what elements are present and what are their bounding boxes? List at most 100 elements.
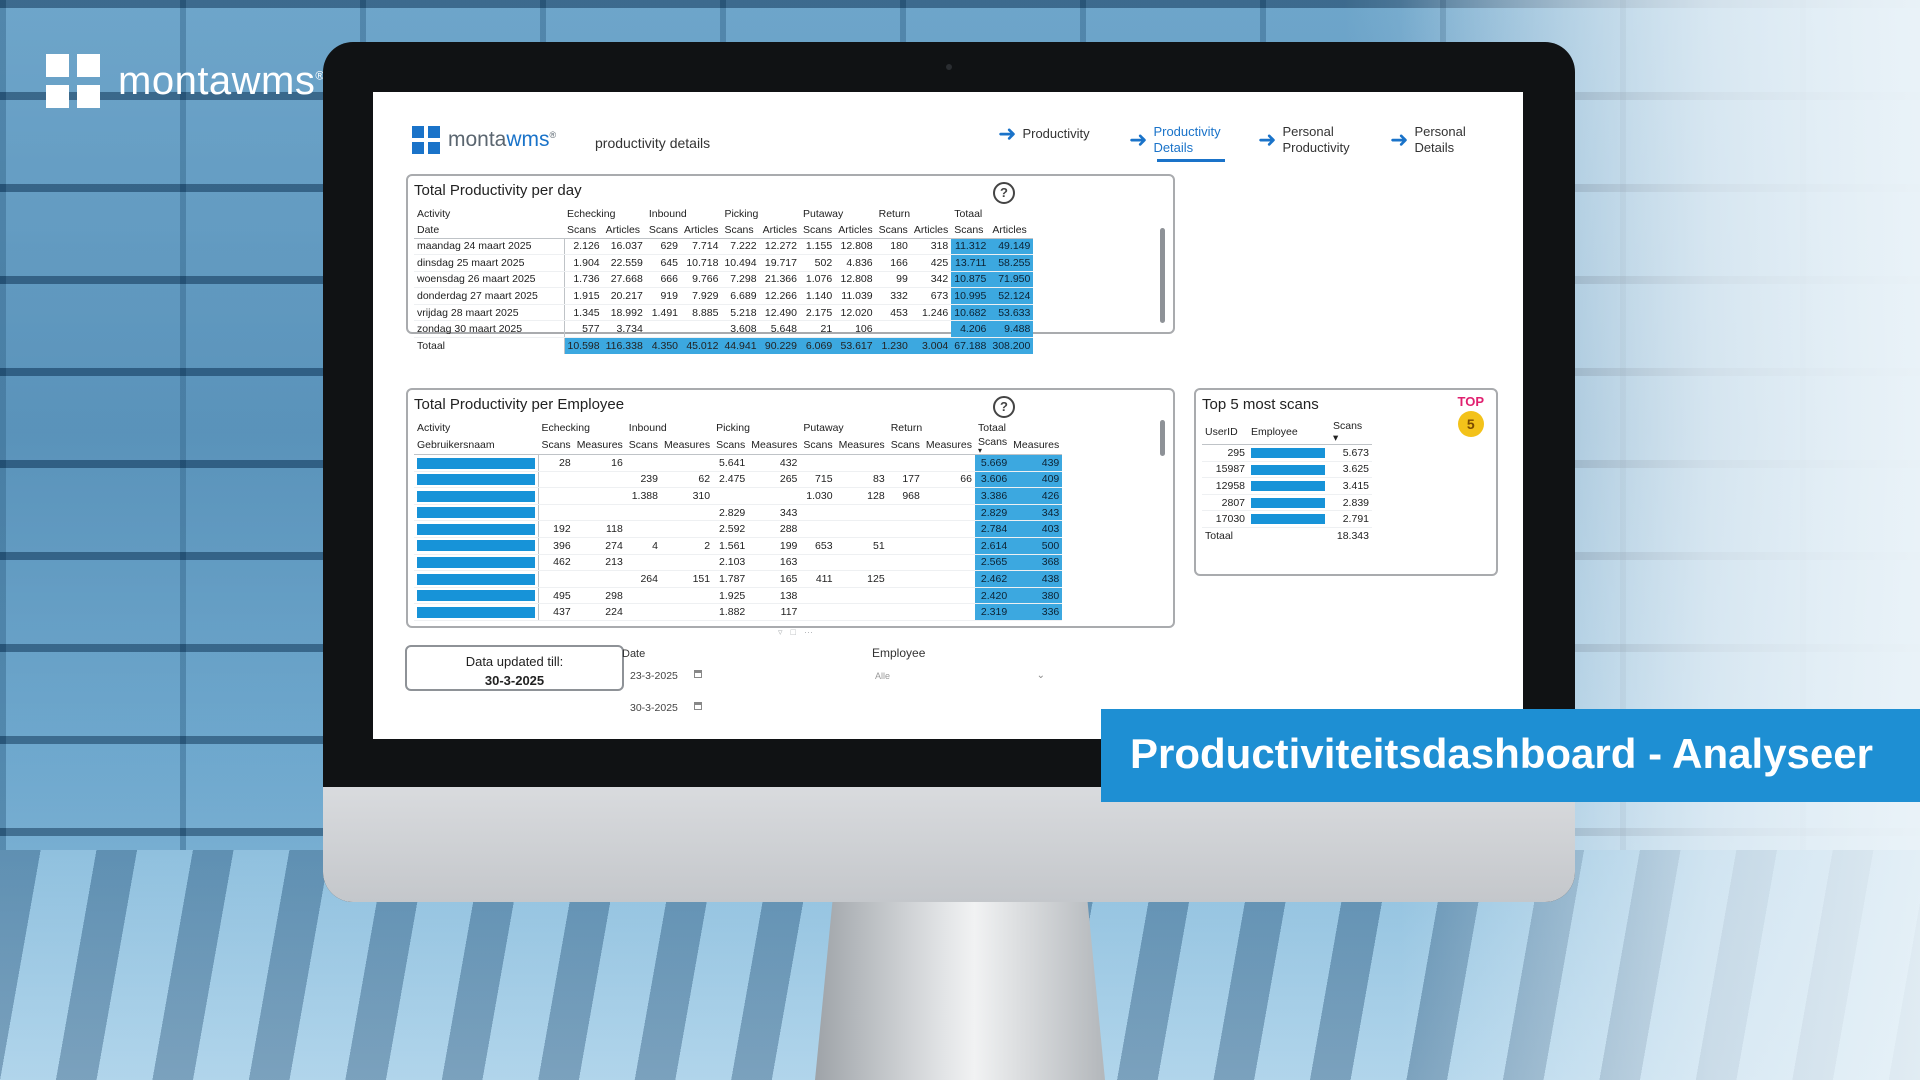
subcolumn-header[interactable]: Scans	[716, 439, 746, 451]
table-row[interactable]: 239 62 2.475 265 715 83 177 66 3.606 409	[414, 471, 1063, 489]
table-cell: 439	[1010, 454, 1063, 472]
subcolumn-header[interactable]: Articles	[684, 223, 719, 236]
table-cell	[887, 554, 923, 572]
table-total-row[interactable]: Totaal 10.598 116.338 4.350 45.012 44.941 90.2…	[414, 337, 1034, 355]
subcolumn-header[interactable]: Articles	[992, 223, 1027, 236]
table-cell: 310	[660, 487, 714, 505]
calendar-icon[interactable]	[694, 670, 702, 678]
table-cell	[800, 504, 836, 522]
table-cell: 5.218	[721, 304, 760, 322]
nav-productivity[interactable]: ➜ Productivity	[998, 121, 1090, 146]
table-cell: 44.941	[721, 337, 760, 355]
table-row[interactable]: 15987 3.625	[1202, 461, 1372, 479]
table-row[interactable]: 462 213 2.103 163 2.565 368	[414, 554, 1063, 572]
table-row[interactable]: 192 118 2.592 288 2.784 403	[414, 520, 1063, 538]
subcolumn-header[interactable]: Scans	[878, 223, 908, 236]
filter-icon[interactable]: ▿	[778, 627, 791, 637]
table-row[interactable]: 2.829 343 2.829 343	[414, 504, 1063, 522]
table-row[interactable]: 295 5.673	[1202, 444, 1372, 462]
table-row[interactable]: 264 151 1.787 165 411 125 2.462 438	[414, 570, 1063, 588]
vertical-scrollbar[interactable]	[1160, 420, 1165, 456]
employee-dropdown[interactable]: Alle ⌄	[875, 670, 1045, 681]
calendar-icon[interactable]	[694, 702, 702, 710]
table-cell: 396	[537, 537, 574, 555]
group-header: Return	[890, 422, 923, 434]
table-cell: 49.149	[989, 237, 1034, 256]
table-cell: 62	[660, 471, 714, 489]
table-row[interactable]: zondag 30 maart 2025 577 3.734 3.608 5.648 21…	[414, 320, 1034, 339]
table-cell: 12.266	[759, 287, 800, 305]
subcolumn-header[interactable]: Measures	[751, 439, 798, 451]
date-to-input[interactable]: 30-3-2025	[622, 697, 706, 719]
subcolumn-header[interactable]: Measures	[838, 439, 885, 451]
more-options-icon[interactable]: ⋯	[803, 627, 821, 637]
table-row[interactable]: dinsdag 25 maart 2025 1.904 22.559 645 10.71…	[414, 254, 1034, 272]
subcolumn-header[interactable]: Measures	[925, 439, 972, 451]
table-cell	[800, 554, 836, 572]
table-row[interactable]: vrijdag 28 maart 2025 1.345 18.992 1.491 8.8…	[414, 304, 1034, 322]
subcolumn-header[interactable]: Scans	[648, 223, 678, 236]
subcolumn-header[interactable]: Articles	[605, 223, 641, 236]
table-cell: 3.734	[602, 320, 646, 339]
total-value: 18.343	[1336, 530, 1369, 543]
table-row[interactable]: maandag 24 maart 2025 2.126 16.037 629 7.714…	[414, 237, 1034, 256]
table-cell: 1.925	[713, 587, 749, 605]
subcolumn-header[interactable]: Scans	[803, 439, 833, 451]
table-cell: 213	[573, 554, 626, 572]
date-from-input[interactable]: 23-3-2025	[622, 665, 706, 687]
column-header[interactable]: Employee	[1251, 426, 1298, 438]
subcolumn-header[interactable]: Scans	[724, 223, 754, 236]
table-row[interactable]: donderdag 27 maart 2025 1.915 20.217 919 7.9…	[414, 287, 1034, 305]
table-cell	[537, 487, 574, 505]
subcolumn-header[interactable]: Measures	[1013, 439, 1060, 451]
table-row[interactable]: 437 224 1.882 117 2.319 336	[414, 603, 1063, 621]
subcolumn-header[interactable]: Scans ▾	[977, 436, 1008, 455]
subcolumn-header[interactable]: Articles	[913, 223, 949, 236]
table-row[interactable]: 396 274 4 2 1.561 199 653 51 2.614 500	[414, 537, 1063, 555]
date-filter-label: Date	[622, 648, 646, 660]
subcolumn-header[interactable]: Measures	[576, 439, 623, 451]
focus-icon[interactable]: □	[790, 627, 804, 637]
column-header[interactable]: Scans ▾	[1333, 420, 1363, 444]
subcolumn-header[interactable]: Scans	[567, 223, 597, 236]
table-cell: 53.633	[989, 304, 1034, 322]
nav-productivity-details[interactable]: ➜ Productivity Details	[1129, 124, 1225, 162]
table-cell	[922, 454, 975, 472]
subcolumn-header[interactable]: Measures	[663, 439, 711, 451]
column-header[interactable]: UserID	[1205, 426, 1238, 438]
nav-personal-details[interactable]: ➜ Personal Details	[1390, 124, 1466, 155]
table-row[interactable]: woensdag 26 maart 2025 1.736 27.668 666 9.76…	[414, 271, 1034, 289]
user-id-cell: 17030	[1202, 510, 1248, 528]
help-icon[interactable]: ?	[993, 396, 1015, 418]
table-row[interactable]: 17030 2.791	[1202, 510, 1372, 528]
corner-logo: montawms®	[46, 54, 325, 108]
nav-personal-productivity[interactable]: ➜ Personal Productivity	[1258, 124, 1350, 155]
table-row[interactable]: 1.388 310 1.030 128 968 3.386 426	[414, 487, 1063, 505]
table-cell: 411	[800, 570, 836, 588]
top-badge-text: TOP	[1457, 394, 1485, 409]
table-cell: 629	[645, 237, 681, 256]
subcolumn-header[interactable]: Articles	[838, 223, 873, 236]
table-cell: 117	[748, 603, 801, 621]
user-id-cell: 295	[1202, 444, 1248, 462]
table-row[interactable]: 2807 2.839	[1202, 494, 1372, 512]
subcolumn-header[interactable]: Scans	[803, 223, 833, 236]
arrow-right-icon: ➜	[1129, 127, 1148, 152]
group-header: Putaway	[803, 208, 844, 220]
help-icon[interactable]: ?	[993, 182, 1015, 204]
row-label: woensdag 26 maart 2025	[414, 271, 564, 289]
subcolumn-header[interactable]: Articles	[762, 223, 797, 236]
subcolumn-header[interactable]: Scans	[954, 223, 984, 236]
spacer-cell	[1248, 527, 1330, 544]
table-cell: 52.124	[989, 287, 1034, 305]
table-row[interactable]: 12958 3.415	[1202, 477, 1372, 495]
table-cell: 1.140	[800, 287, 836, 305]
vertical-scrollbar[interactable]	[1160, 228, 1165, 323]
subcolumn-header[interactable]: Scans	[628, 439, 658, 451]
subcolumn-header[interactable]: Scans	[541, 439, 571, 451]
table-row[interactable]: 28 16 5.641 432 5.669 439	[414, 454, 1063, 472]
table-cell	[835, 520, 888, 538]
table-row[interactable]: 495 298 1.925 138 2.420 380	[414, 587, 1063, 605]
table-cell: 453	[875, 304, 911, 322]
subcolumn-header[interactable]: Scans	[890, 439, 920, 451]
